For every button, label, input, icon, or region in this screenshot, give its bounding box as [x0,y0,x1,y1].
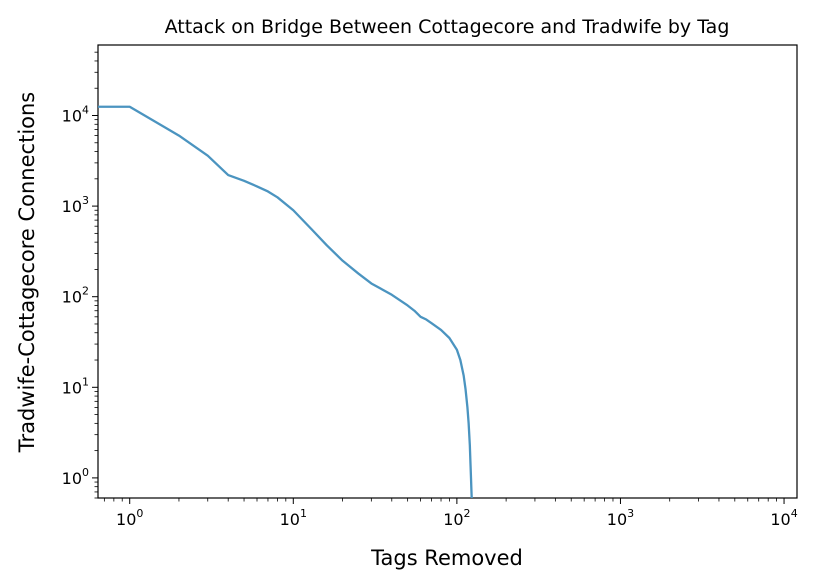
x-tick-label: 102 [443,507,470,529]
y-tick-label-exponent: 1 [82,375,89,388]
x-tick-label-exponent: 3 [627,507,634,520]
y-tick-label-exponent: 4 [82,104,89,117]
series-layer [98,105,473,499]
y-tick-label-base: 10 [62,107,82,126]
x-tick-label-base: 10 [443,510,463,529]
x-tick-label: 103 [607,507,634,529]
y-tick-label-exponent: 3 [82,194,89,207]
x-tick-label-exponent: 1 [300,507,307,520]
y-tick-label-base: 10 [62,197,82,216]
x-axis-label: Tags Removed [370,546,523,570]
y-tick-label: 103 [62,194,89,216]
y-tick-label: 100 [62,466,89,488]
x-tick-label-exponent: 0 [136,507,143,520]
x-tick-label-base: 10 [280,510,300,529]
x-tick-label: 100 [116,507,143,529]
y-tick-label: 101 [62,375,89,397]
y-tick-label-exponent: 0 [82,466,89,479]
y-tick-label-base: 10 [62,378,82,397]
x-tick-label-base: 10 [116,510,136,529]
minor-ticks [94,51,777,502]
series-line-0 [98,105,473,499]
x-tick-label-base: 10 [770,510,790,529]
chart-title: Attack on Bridge Between Cottagecore and… [165,16,730,38]
x-tick-label: 104 [770,507,797,529]
x-tick-label-exponent: 2 [464,507,471,520]
plot-area-frame [97,44,798,499]
y-tick-label: 102 [62,285,89,307]
y-tick-label-exponent: 2 [82,285,89,298]
y-tick-label-base: 10 [62,469,82,488]
y-tick-label: 104 [62,104,89,126]
y-tick-label-base: 10 [62,288,82,307]
x-tick-label: 101 [280,507,307,529]
x-tick-label-exponent: 4 [791,507,798,520]
x-tick-label-base: 10 [607,510,627,529]
y-axis-label: Tradwife-Cottagecore Connections [15,92,39,454]
